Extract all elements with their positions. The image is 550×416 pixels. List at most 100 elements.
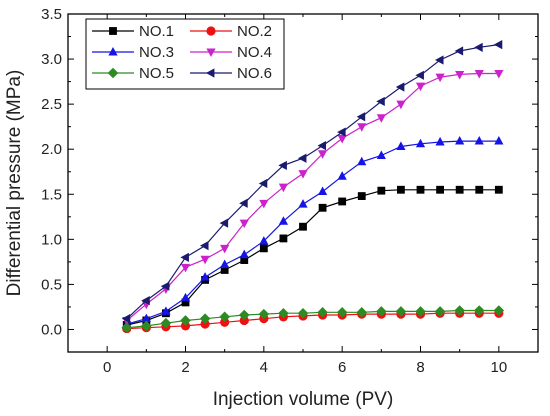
data-point <box>474 42 483 52</box>
data-point <box>240 256 249 264</box>
data-point <box>161 306 171 315</box>
legend-entry: NO.1 <box>92 23 174 40</box>
data-point <box>141 320 152 332</box>
data-point <box>338 197 347 206</box>
legend-marker <box>109 27 117 35</box>
data-point <box>455 70 465 80</box>
data-point <box>239 249 249 259</box>
data-point <box>415 70 424 80</box>
series-no1 <box>122 185 503 329</box>
y-tick-label: 1.5 <box>41 186 62 203</box>
data-point <box>258 308 270 320</box>
data-point <box>356 307 368 318</box>
data-point <box>376 114 386 123</box>
data-point <box>436 185 444 194</box>
data-point <box>337 171 347 180</box>
data-point <box>200 241 209 251</box>
data-point <box>298 170 308 179</box>
data-point <box>435 136 445 146</box>
data-point <box>259 199 269 209</box>
legend-label: NO.6 <box>237 65 272 82</box>
data-point <box>318 203 327 212</box>
y-tick-label: 3.0 <box>41 51 62 68</box>
data-point <box>297 153 307 163</box>
data-point <box>121 322 133 333</box>
data-point <box>219 311 230 323</box>
data-point <box>473 305 485 316</box>
x-tick-label: 8 <box>416 359 424 376</box>
y-tick-label: 2.0 <box>41 141 62 158</box>
y-tick-label: 2.5 <box>41 96 62 113</box>
data-point <box>455 185 464 194</box>
legend-marker <box>107 67 119 79</box>
data-point <box>395 306 407 317</box>
data-point <box>259 236 269 245</box>
data-point <box>415 306 426 317</box>
data-point <box>415 138 426 148</box>
data-point <box>434 306 446 317</box>
data-point <box>317 307 328 318</box>
data-point <box>141 313 151 323</box>
data-point <box>416 185 425 194</box>
data-point <box>180 315 191 326</box>
legend-entry: NO.2 <box>190 23 272 40</box>
data-point <box>297 307 309 319</box>
data-point <box>454 305 465 316</box>
data-point <box>199 313 211 324</box>
legend-label: NO.1 <box>139 23 174 40</box>
data-point <box>181 298 190 307</box>
legend-entry: NO.4 <box>190 44 272 61</box>
data-point <box>180 252 189 262</box>
data-point <box>493 40 503 50</box>
x-tick-label: 4 <box>260 359 268 376</box>
data-point <box>376 150 386 159</box>
data-point <box>141 296 150 306</box>
y-tick-label: 3.5 <box>41 6 62 23</box>
data-point <box>474 136 484 145</box>
data-point <box>337 127 346 137</box>
x-axis-title: Injection volume (PV) <box>213 389 394 410</box>
data-point <box>317 150 328 159</box>
data-point <box>180 292 191 302</box>
data-point <box>396 141 406 150</box>
legend-entry: NO.3 <box>92 44 174 61</box>
data-point <box>239 198 248 208</box>
data-point <box>220 317 230 327</box>
data-point <box>474 70 484 79</box>
y-tick-label: 0.5 <box>41 276 62 293</box>
data-point <box>278 216 289 225</box>
legend: NO.1 NO.2 NO.3 NO.4 NO.5 NO.6 <box>85 18 285 90</box>
data-point <box>376 96 385 107</box>
data-point <box>336 307 348 318</box>
data-point <box>376 306 387 317</box>
data-point <box>397 185 405 194</box>
data-point <box>396 100 406 110</box>
data-point <box>220 244 230 254</box>
data-point <box>357 192 366 200</box>
legend-label: NO.3 <box>139 44 174 61</box>
x-tick-label: 2 <box>181 359 189 376</box>
data-point <box>220 259 230 269</box>
legend-marker <box>205 68 215 78</box>
legend-entry: NO.6 <box>190 65 272 82</box>
data-point <box>357 123 367 132</box>
y-tick-label: 1.0 <box>41 231 62 248</box>
series-no3 <box>122 136 504 328</box>
data-point <box>435 73 445 83</box>
data-point <box>435 55 444 65</box>
data-point <box>454 46 464 56</box>
data-point <box>278 160 287 171</box>
data-point <box>299 222 307 231</box>
legend-label: NO.5 <box>139 65 174 82</box>
data-point <box>180 263 191 273</box>
series-group <box>121 40 505 334</box>
data-point <box>239 315 249 326</box>
data-point <box>258 178 268 189</box>
legend-entry: NO.5 <box>92 65 174 82</box>
data-point <box>220 266 229 274</box>
data-point <box>377 186 386 195</box>
data-point <box>219 218 229 228</box>
data-point <box>180 321 191 331</box>
series-no6 <box>121 40 503 324</box>
